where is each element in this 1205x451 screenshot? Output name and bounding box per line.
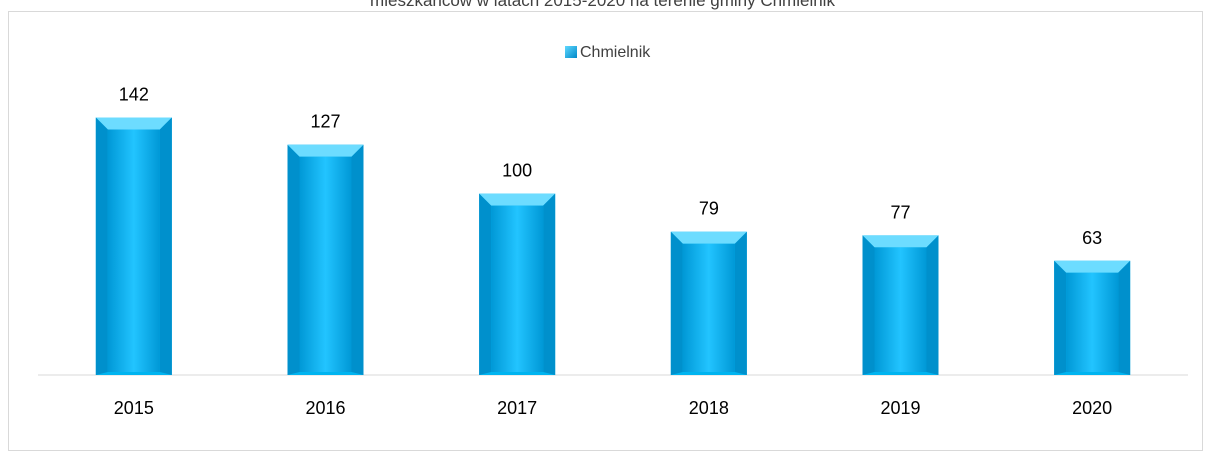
x-tick-label: 2020 <box>1072 398 1112 418</box>
data-label: 100 <box>502 161 532 181</box>
data-label: 127 <box>310 112 340 132</box>
data-label: 63 <box>1082 228 1102 248</box>
bar <box>287 144 364 375</box>
x-tick-label: 2017 <box>497 398 537 418</box>
x-tick-label: 2019 <box>880 398 920 418</box>
legend-label: Chmielnik <box>580 44 651 61</box>
data-labels-group: 142 127 100 79 77 63 <box>119 84 1102 247</box>
x-tick-label: 2016 <box>305 398 345 418</box>
x-tick-label: 2015 <box>114 398 154 418</box>
x-tick-label: 2018 <box>689 398 729 418</box>
bar <box>670 231 747 375</box>
legend-swatch <box>565 46 577 58</box>
data-label: 79 <box>699 199 719 219</box>
x-tick-labels-group: 2015 2016 2017 2018 2019 2020 <box>114 398 1112 418</box>
bars-group <box>95 117 1131 376</box>
bar <box>95 117 172 376</box>
legend: Chmielnik <box>565 44 651 61</box>
bar <box>479 193 556 375</box>
bar <box>862 235 939 375</box>
data-label: 77 <box>890 202 910 222</box>
bar <box>1054 260 1131 375</box>
chart-title: mieszkańców w latach 2015-2020 na tereni… <box>370 0 835 10</box>
data-label: 142 <box>119 84 149 104</box>
